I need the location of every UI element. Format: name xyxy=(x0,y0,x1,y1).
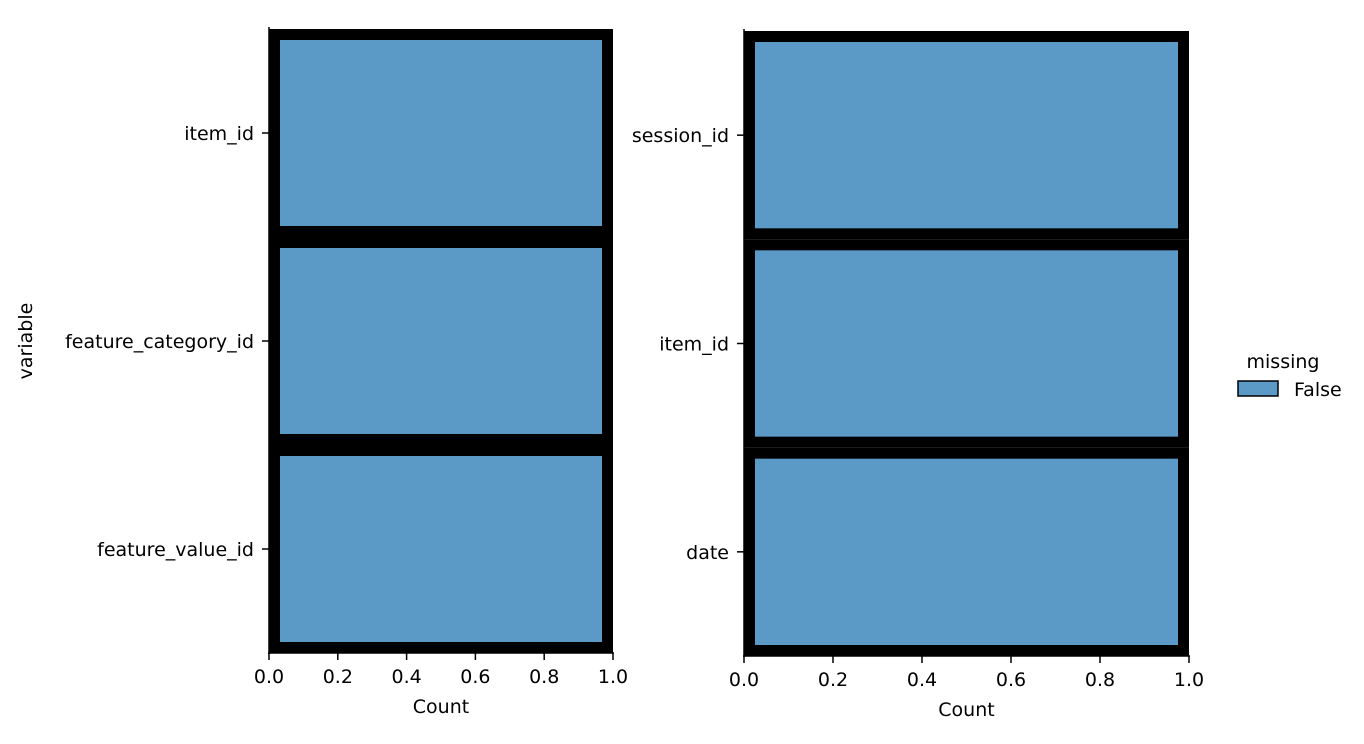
bar-date xyxy=(744,447,1189,656)
y-tick-label: item_id xyxy=(184,123,254,145)
x-tick-label: 0.8 xyxy=(529,666,559,688)
bar-feature-category-id xyxy=(269,237,613,445)
bar-item-id xyxy=(744,239,1189,448)
x-tick-label: 0.4 xyxy=(391,666,421,688)
x-tick-label: 0.8 xyxy=(1085,669,1115,691)
x-axis-label: Count xyxy=(413,696,469,718)
x-tick-label: 0.0 xyxy=(254,666,284,688)
y-tick-label: item_id xyxy=(659,334,729,356)
y-tick-label: session_id xyxy=(632,125,729,147)
x-tick-label: 0.2 xyxy=(818,669,848,691)
legend: missing False xyxy=(1237,351,1342,401)
legend-title: missing xyxy=(1247,351,1320,373)
x-tick-label: 0.4 xyxy=(907,669,937,691)
legend-label-false: False xyxy=(1294,379,1342,401)
y-tick-label: feature_value_id xyxy=(97,539,254,561)
x-tick-label: 0.6 xyxy=(996,669,1026,691)
y-axis-label: variable xyxy=(15,303,37,380)
x-tick-label: 1.0 xyxy=(598,666,628,688)
bar-feature-value-id xyxy=(269,445,613,653)
x-tick-label: 0.0 xyxy=(729,669,759,691)
x-tick-label: 1.0 xyxy=(1174,669,1204,691)
x-tick-label: 0.6 xyxy=(460,666,490,688)
y-tick-label: date xyxy=(686,542,729,564)
legend-swatch-false xyxy=(1237,380,1279,397)
left-chart-panel: item_id feature_category_id feature_value_… xyxy=(15,27,628,718)
bar-session-id xyxy=(744,31,1189,240)
bar-item-id xyxy=(269,29,613,237)
x-axis-label: Count xyxy=(938,699,994,721)
x-tick-label: 0.2 xyxy=(323,666,353,688)
y-tick-label: feature_category_id xyxy=(65,331,254,353)
